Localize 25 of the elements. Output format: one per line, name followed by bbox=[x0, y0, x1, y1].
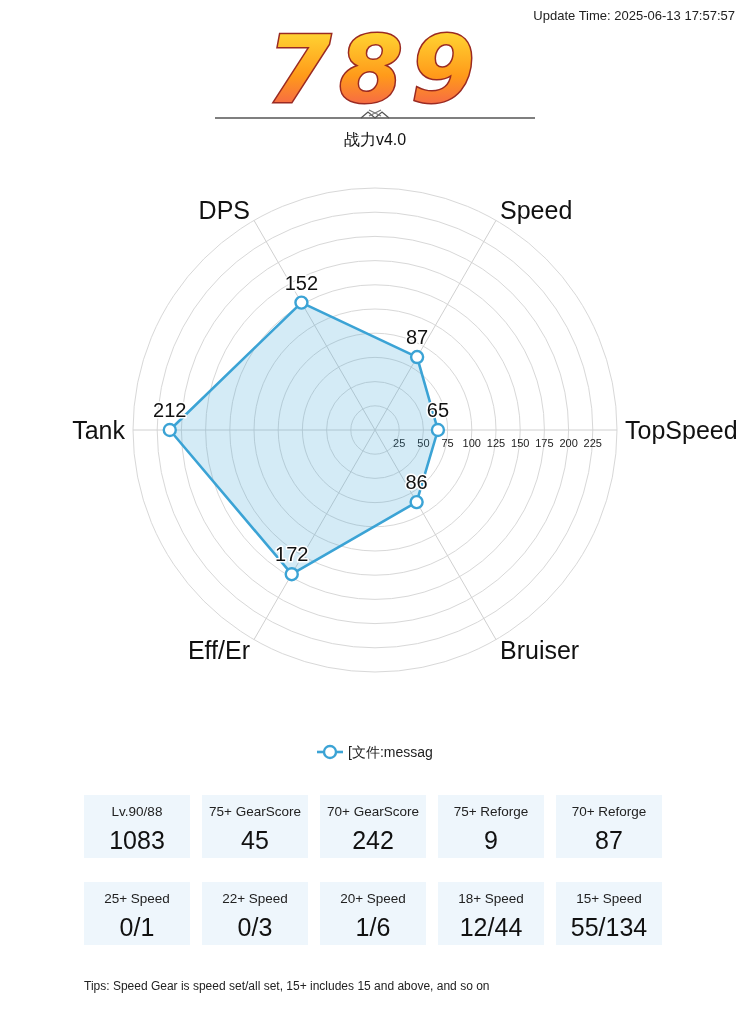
y-tick-label: 50 bbox=[417, 437, 430, 449]
legend-label: [文件:messag bbox=[348, 744, 433, 760]
spoke-label: Speed bbox=[500, 196, 573, 225]
y-tick-label: 25 bbox=[393, 437, 406, 449]
y-tick-label: 125 bbox=[486, 437, 506, 449]
spoke-label: Bruiser bbox=[500, 635, 580, 664]
spoke-label: Tank bbox=[72, 416, 126, 444]
y-tick-label: 225 bbox=[583, 437, 602, 449]
text: Tips: Speed Gear is speed set/all set, 15+ includes 15 and above, and so on bbox=[84, 979, 490, 993]
spoke-label: DPS bbox=[198, 196, 250, 225]
y-tick-label: 75 bbox=[441, 437, 454, 449]
text: Update Time: 2025-06-13 17:57:57 bbox=[533, 8, 735, 23]
data-label: 87 bbox=[405, 326, 429, 349]
data-label: 172 bbox=[275, 543, 309, 566]
chart-subtitle: 战力v4.0 bbox=[343, 131, 407, 148]
chart-title: 789 bbox=[266, 17, 484, 124]
legend: [文件:messag bbox=[317, 744, 433, 760]
spoke-label: Eff/Er bbox=[187, 635, 250, 664]
spoke-label: TopSpeed bbox=[625, 416, 738, 444]
data-label: 212 bbox=[153, 399, 187, 421]
y-tick-label: 100 bbox=[462, 437, 481, 449]
y-tick-label: 150 bbox=[511, 437, 530, 449]
y-tick-label: 175 bbox=[535, 437, 554, 449]
data-label: 152 bbox=[284, 271, 319, 294]
y-tick-label: 200 bbox=[559, 437, 578, 449]
